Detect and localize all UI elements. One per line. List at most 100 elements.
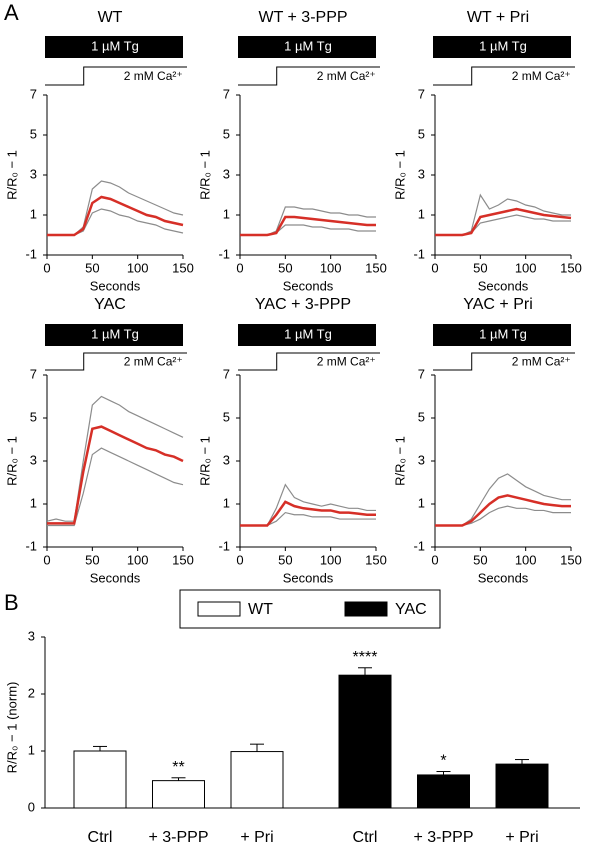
bar xyxy=(230,751,284,809)
ca-label: 2 mM Ca²⁺ xyxy=(317,69,376,83)
bar xyxy=(495,763,549,809)
x-tick-label: 150 xyxy=(365,260,387,275)
y-tick-label: 5 xyxy=(223,126,230,141)
x-axis-label: Seconds xyxy=(478,570,529,585)
y-tick-label: 5 xyxy=(418,409,425,424)
tg-label: 1 µM Tg xyxy=(479,326,527,341)
y-tick-label: 1 xyxy=(30,206,37,221)
x-tick-label: 150 xyxy=(560,260,582,275)
y-tick-label: 2 xyxy=(28,685,35,700)
x-tick-label: 150 xyxy=(560,552,582,567)
y-tick-label: 7 xyxy=(223,366,230,381)
legend-swatch xyxy=(344,601,388,617)
x-tick-label: 0 xyxy=(236,260,243,275)
bar xyxy=(338,674,392,809)
x-tick-label: 100 xyxy=(515,260,537,275)
x-axis-label: Seconds xyxy=(90,570,141,585)
y-tick-label: 1 xyxy=(30,495,37,510)
x-tick-label: 100 xyxy=(320,260,342,275)
panel-label: A xyxy=(4,0,19,25)
ca-step xyxy=(45,66,187,86)
trace xyxy=(47,425,184,525)
tg-bar xyxy=(433,324,571,346)
legend-box xyxy=(179,589,441,629)
tg-bar xyxy=(45,324,183,346)
trace xyxy=(47,180,184,236)
y-tick-label: 0 xyxy=(28,799,35,814)
x-tick-label: + Pri xyxy=(505,829,538,846)
tg-label: 1 µM Tg xyxy=(479,38,527,53)
y-tick-label: -1 xyxy=(413,246,425,261)
trace xyxy=(435,214,571,236)
significance: ** xyxy=(172,759,184,776)
bar xyxy=(417,774,470,809)
tg-label: 1 µM Tg xyxy=(91,326,139,341)
y-tick-label: 3 xyxy=(30,166,37,181)
trace xyxy=(435,494,571,527)
y-tick-label: 3 xyxy=(223,452,230,467)
y-axis-label: R/R₀ − 1 xyxy=(197,436,212,486)
trace xyxy=(435,207,572,237)
x-tick-label: + 3-PPP xyxy=(148,829,208,846)
tg-label: 1 µM Tg xyxy=(284,326,332,341)
y-tick-label: 3 xyxy=(28,628,35,643)
trace xyxy=(435,473,571,527)
chart-title: WT + 3-PPP xyxy=(258,9,347,26)
x-tick-label: 0 xyxy=(236,552,243,567)
y-tick-label: 3 xyxy=(418,166,425,181)
trace xyxy=(47,447,184,527)
ca-step xyxy=(433,352,575,371)
bar xyxy=(152,780,205,809)
y-axis-label: R/R₀ − 1 xyxy=(4,150,19,200)
y-tick-label: 3 xyxy=(30,452,37,467)
y-axis-label: R/R₀ − 1 (norm) xyxy=(4,682,19,774)
tg-bar xyxy=(433,36,571,58)
x-tick-label: 0 xyxy=(431,260,438,275)
ca-label: 2 mM Ca²⁺ xyxy=(317,355,376,369)
x-tick-label: Ctrl xyxy=(88,829,113,846)
x-tick-label: 50 xyxy=(473,260,487,275)
x-tick-label: 50 xyxy=(278,552,292,567)
y-tick-label: -1 xyxy=(413,538,425,553)
x-tick-label: Ctrl xyxy=(353,829,378,846)
significance: * xyxy=(440,753,446,770)
y-tick-label: 1 xyxy=(418,495,425,510)
trace xyxy=(240,215,376,237)
y-tick-label: -1 xyxy=(25,246,37,261)
ca-step xyxy=(433,66,575,86)
chart-title: WT + Pri xyxy=(467,9,529,26)
y-tick-label: 7 xyxy=(223,86,230,101)
ca-step xyxy=(45,352,187,371)
x-axis-label: Seconds xyxy=(283,570,334,585)
ca-label: 2 mM Ca²⁺ xyxy=(124,69,183,83)
tg-bar xyxy=(238,36,376,58)
y-tick-label: 5 xyxy=(223,409,230,424)
ca-label: 2 mM Ca²⁺ xyxy=(512,69,571,83)
x-tick-label: 100 xyxy=(320,552,342,567)
trace xyxy=(46,395,184,522)
y-tick-label: -1 xyxy=(25,538,37,553)
panel-label: B xyxy=(4,590,19,615)
x-tick-label: 50 xyxy=(473,552,487,567)
trace xyxy=(47,195,184,237)
bar xyxy=(73,750,127,809)
x-tick-label: 0 xyxy=(43,260,50,275)
y-tick-label: 7 xyxy=(30,366,37,381)
chart-title: WT xyxy=(98,9,123,26)
ca-label: 2 mM Ca²⁺ xyxy=(124,355,183,369)
x-tick-label: + Pri xyxy=(240,829,273,846)
tg-bar xyxy=(45,36,183,58)
y-tick-label: 1 xyxy=(223,495,230,510)
chart-title: YAC + Pri xyxy=(463,296,533,313)
ca-label: 2 mM Ca²⁺ xyxy=(512,355,571,369)
ca-step xyxy=(238,66,380,86)
y-tick-label: 1 xyxy=(223,206,230,221)
y-axis-label: R/R₀ − 1 xyxy=(392,150,407,200)
legend-label: WT xyxy=(248,601,273,618)
x-tick-label: 100 xyxy=(515,552,537,567)
x-tick-label: + 3-PPP xyxy=(413,829,473,846)
y-tick-label: 3 xyxy=(418,452,425,467)
trace xyxy=(240,224,376,236)
trace xyxy=(240,500,376,527)
